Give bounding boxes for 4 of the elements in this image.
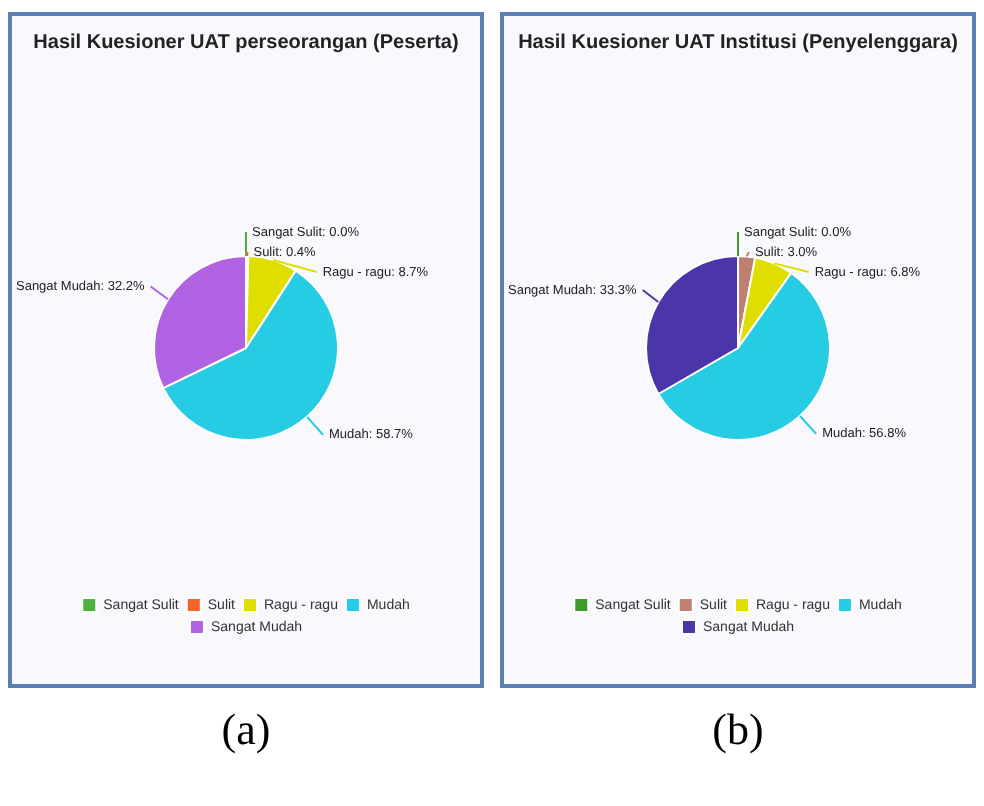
text: (a) bbox=[221, 704, 271, 756]
chart-title: Hasil Kuesioner UAT Institusi (Penyelenggara) bbox=[516, 30, 960, 58]
chart-title: Hasil Kuesioner UAT perseorangan (Peserta) bbox=[31, 30, 461, 58]
text: (b) bbox=[712, 704, 764, 756]
